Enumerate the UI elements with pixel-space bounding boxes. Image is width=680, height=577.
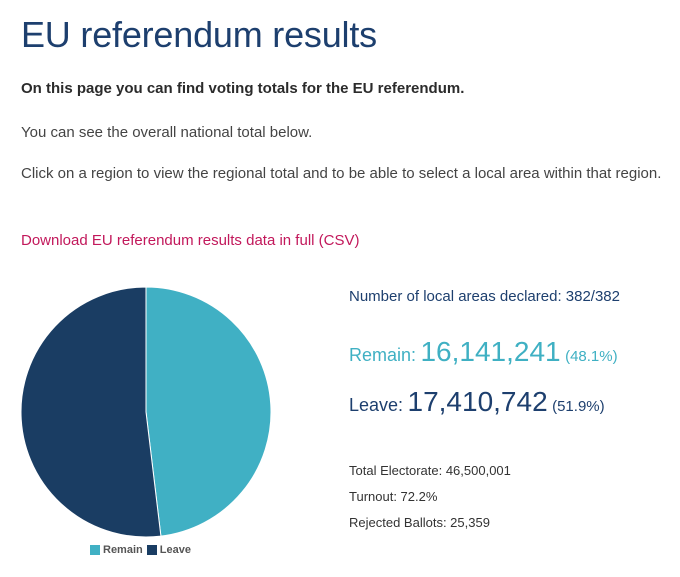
legend-label-remain: Remain: [103, 544, 143, 556]
turnout: Turnout: 72.2%: [349, 489, 438, 504]
legend-swatch-remain: [90, 545, 100, 555]
leave-votes: 17,410,742: [407, 386, 548, 417]
leave-label: Leave:: [349, 395, 404, 415]
remain-result: Remain: 16,141,241 (48.1%): [349, 336, 618, 368]
legend-item-leave: Leave: [146, 544, 191, 556]
remain-percent: (48.1%): [565, 348, 618, 365]
chart-legend: Remain Leave: [90, 544, 195, 556]
page-title: EU referendum results: [21, 14, 377, 55]
intro-paragraph-1: You can see the overall national total b…: [21, 124, 313, 141]
rejected-ballots: Rejected Ballots: 25,359: [349, 515, 490, 530]
pie-svg: [20, 286, 272, 538]
pie-slice-leave: [20, 286, 162, 538]
leave-result: Leave: 17,410,742 (51.9%): [349, 386, 605, 418]
legend-item-remain: Remain: [90, 544, 143, 556]
remain-label: Remain:: [349, 345, 417, 365]
legend-swatch-leave: [146, 545, 157, 555]
areas-declared: Number of local areas declared: 382/382: [349, 288, 620, 305]
leave-percent: (51.9%): [552, 398, 605, 415]
remain-votes: 16,141,241: [420, 336, 561, 367]
total-electorate: Total Electorate: 46,500,001: [349, 463, 511, 478]
legend-label-leave: Leave: [159, 544, 191, 556]
intro-bold-text: On this page you can find voting totals …: [21, 80, 465, 97]
intro-paragraph-2: Click on a region to view the regional t…: [21, 165, 662, 182]
download-csv-link[interactable]: Download EU referendum results data in f…: [21, 232, 360, 249]
pie-slice-remain: [145, 286, 272, 537]
results-pie-chart: [20, 286, 272, 566]
